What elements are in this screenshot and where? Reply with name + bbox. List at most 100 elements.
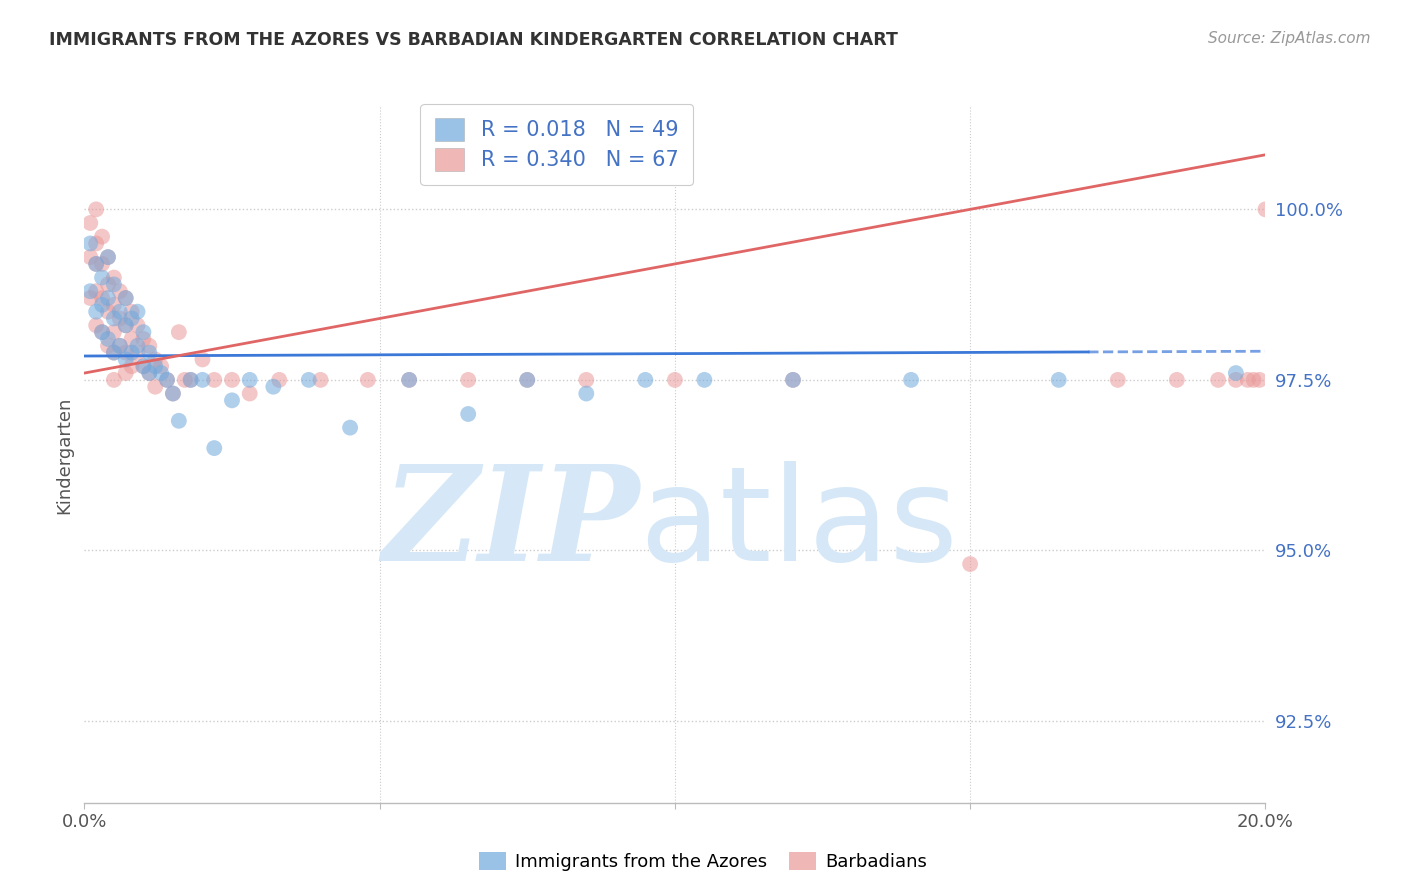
Point <box>1225 373 1247 387</box>
Point <box>108 339 131 353</box>
Point <box>900 373 922 387</box>
Point <box>103 345 125 359</box>
Point <box>132 332 155 346</box>
Point <box>782 373 804 387</box>
Point <box>269 373 291 387</box>
Point <box>167 325 190 339</box>
Point <box>1107 373 1129 387</box>
Point <box>84 257 107 271</box>
Point <box>634 373 657 387</box>
Point <box>121 332 143 346</box>
Point <box>143 352 166 367</box>
Point <box>114 318 136 333</box>
Point <box>239 386 262 401</box>
Point <box>97 250 120 264</box>
Point <box>103 298 125 312</box>
Point <box>91 325 114 339</box>
Point <box>398 373 420 387</box>
Point <box>91 298 114 312</box>
Point <box>79 284 101 298</box>
Point <box>693 373 716 387</box>
Point <box>132 325 155 339</box>
Point <box>221 373 243 387</box>
Point <box>97 277 120 292</box>
Point <box>132 359 155 374</box>
Point <box>114 318 136 333</box>
Point <box>156 373 179 387</box>
Point <box>84 202 107 217</box>
Point <box>97 250 120 264</box>
Point <box>84 284 107 298</box>
Point <box>262 380 284 394</box>
Point <box>132 359 155 374</box>
Point <box>79 216 101 230</box>
Point <box>114 366 136 380</box>
Point <box>103 270 125 285</box>
Point <box>127 304 149 318</box>
Point <box>97 332 120 346</box>
Point <box>298 373 321 387</box>
Point <box>91 325 114 339</box>
Point <box>239 373 262 387</box>
Point <box>457 373 479 387</box>
Point <box>138 345 160 359</box>
Point <box>114 352 136 367</box>
Point <box>114 345 136 359</box>
Point <box>121 304 143 318</box>
Point <box>121 311 143 326</box>
Point <box>103 373 125 387</box>
Point <box>664 373 686 387</box>
Point <box>1166 373 1188 387</box>
Point <box>1249 373 1271 387</box>
Point <box>114 291 136 305</box>
Point <box>457 407 479 421</box>
Point <box>398 373 420 387</box>
Point <box>79 236 101 251</box>
Text: atlas: atlas <box>640 461 959 588</box>
Point <box>127 318 149 333</box>
Point <box>180 373 202 387</box>
Point <box>84 236 107 251</box>
Point <box>575 373 598 387</box>
Point <box>97 339 120 353</box>
Point <box>143 359 166 374</box>
Point <box>221 393 243 408</box>
Point <box>91 229 114 244</box>
Point <box>1236 373 1258 387</box>
Point <box>202 373 225 387</box>
Point <box>108 311 131 326</box>
Point <box>138 339 160 353</box>
Point <box>202 441 225 455</box>
Point <box>1243 373 1265 387</box>
Point <box>103 277 125 292</box>
Point <box>150 359 173 374</box>
Point <box>150 366 173 380</box>
Legend: Immigrants from the Azores, Barbadians: Immigrants from the Azores, Barbadians <box>472 845 934 879</box>
Point <box>162 386 184 401</box>
Point <box>97 291 120 305</box>
Point <box>959 557 981 571</box>
Point <box>84 257 107 271</box>
Point <box>191 373 214 387</box>
Point <box>103 345 125 359</box>
Point <box>91 291 114 305</box>
Legend: R = 0.018   N = 49, R = 0.340   N = 67: R = 0.018 N = 49, R = 0.340 N = 67 <box>420 103 693 186</box>
Point <box>1225 366 1247 380</box>
Point <box>84 318 107 333</box>
Point <box>127 345 149 359</box>
Y-axis label: Kindergarten: Kindergarten <box>55 396 73 514</box>
Point <box>575 386 598 401</box>
Point <box>339 420 361 434</box>
Point <box>516 373 538 387</box>
Point <box>1047 373 1070 387</box>
Point <box>1206 373 1229 387</box>
Point <box>191 352 214 367</box>
Point <box>138 366 160 380</box>
Point <box>1254 202 1277 217</box>
Text: ZIP: ZIP <box>382 460 640 589</box>
Point <box>309 373 332 387</box>
Point <box>79 250 101 264</box>
Point <box>114 291 136 305</box>
Point <box>103 311 125 326</box>
Point <box>121 359 143 374</box>
